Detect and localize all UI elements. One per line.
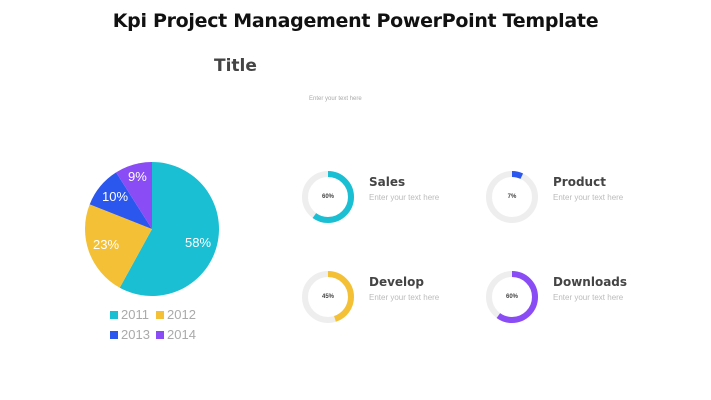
- legend-item-2011: 2011: [110, 307, 149, 322]
- kpi-label: Downloads: [553, 275, 628, 289]
- legend-swatch-blue: [110, 330, 118, 339]
- kpi-label: Product: [553, 175, 606, 189]
- donut-product: [486, 171, 538, 223]
- kpi-desc: Enter your text here: [553, 293, 624, 302]
- legend-label: 2013: [121, 327, 150, 342]
- pie-slice-2012: [85, 204, 152, 288]
- legend-item-2014: 2014: [156, 327, 196, 342]
- kpi-label: Sales: [369, 175, 406, 189]
- pie-label-2013: 10%: [102, 189, 129, 204]
- donut-progress-arc: [302, 271, 354, 323]
- pie-label-2014: 9%: [128, 169, 147, 184]
- legend-label: 2012: [167, 307, 196, 322]
- pie-slice-2014: [116, 162, 152, 229]
- donut-sales: [302, 171, 354, 223]
- donut-downloads: [486, 271, 538, 323]
- kpi-percent: 60%: [321, 194, 334, 200]
- kpi-desc: Enter your text here: [369, 193, 440, 202]
- donut-progress-arc: [302, 171, 354, 223]
- kpi-desc: Enter your text here: [369, 293, 440, 302]
- pie-slice-2013: [89, 172, 152, 229]
- legend-item-2012: 2012: [156, 307, 196, 322]
- pie-label-2011: 58%: [185, 235, 212, 250]
- donut-progress-arc: [486, 171, 538, 223]
- pie-slice-2011: [119, 162, 219, 296]
- kpi-percent: 45%: [321, 294, 334, 300]
- donut-progress-arc: [486, 271, 538, 323]
- legend-swatch-teal: [110, 310, 118, 319]
- kpi-desc: Enter your text here: [553, 193, 624, 202]
- pie-label-2012: 23%: [93, 237, 120, 252]
- kpi-label: Develop: [369, 275, 425, 289]
- pie-chart: 58% 23% 10% 9%: [85, 162, 219, 296]
- legend-swatch-purple: [156, 330, 164, 339]
- donut-develop: [302, 271, 354, 323]
- section-text: Enter your text here: [309, 96, 362, 102]
- section-title: Title: [214, 56, 257, 76]
- legend-label: 2011: [121, 307, 149, 322]
- legend-swatch-yellow: [156, 310, 164, 319]
- kpi-percent: 60%: [505, 294, 518, 300]
- legend-label: 2014: [167, 327, 196, 342]
- legend-item-2013: 2013: [110, 327, 150, 342]
- pie-svg: [85, 162, 219, 296]
- page-title: Kpi Project Management PowerPoint Templa…: [112, 10, 599, 32]
- kpi-percent: 7%: [507, 194, 517, 200]
